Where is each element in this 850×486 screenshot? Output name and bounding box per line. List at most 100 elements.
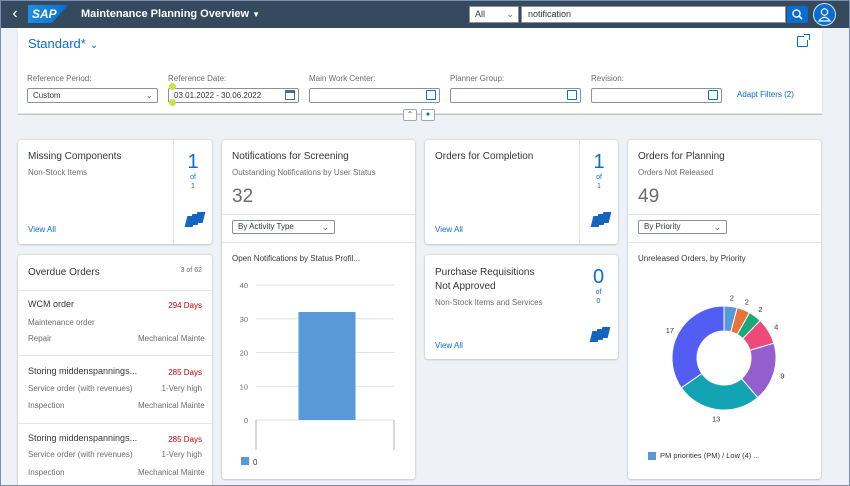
search-scope-value: All xyxy=(475,9,486,19)
bar xyxy=(298,312,356,420)
divider xyxy=(222,242,415,243)
counter-value: 1 xyxy=(187,151,199,173)
kpi-value: 49 xyxy=(638,186,660,207)
legend-label[interactable]: PM priorities (PM) / Low (4) xyxy=(660,451,752,460)
view-all-link[interactable]: View All xyxy=(28,225,56,234)
card-notifications-screening[interactable]: Notifications for Screening Outstanding … xyxy=(222,140,415,479)
search-input[interactable]: notification xyxy=(521,6,786,23)
value-help-icon[interactable] xyxy=(567,90,577,100)
chevron-down-icon: ⌄ xyxy=(145,90,153,100)
card-purchase-requisitions[interactable]: Purchase Requisitions Not Approved Non-S… xyxy=(425,255,618,359)
data-label: 2 xyxy=(745,297,749,306)
y-tick-label: 20 xyxy=(240,349,248,358)
legend-more[interactable]: ... xyxy=(753,451,760,460)
value-help-icon[interactable] xyxy=(426,90,436,100)
user-avatar[interactable] xyxy=(813,3,836,26)
card-subtitle: Orders Not Released xyxy=(638,168,714,177)
value-help-icon[interactable] xyxy=(708,90,718,100)
filter-label-reference-date: Reference Date: xyxy=(168,74,227,83)
divider xyxy=(18,423,212,424)
donut-slice xyxy=(671,305,725,389)
reference-date-field[interactable]: 03.01.2022 - 30.06.2022 xyxy=(168,88,299,103)
data-label: 4 xyxy=(774,322,778,331)
reference-period-select[interactable]: Custom ⌄ xyxy=(27,88,158,103)
data-label: 9 xyxy=(780,371,784,380)
filter-label-main-work-center: Main Work Center: xyxy=(309,74,376,83)
view-all-link[interactable]: View All xyxy=(435,341,463,350)
app-title-menu[interactable]: Maintenance Planning Overview ▼ xyxy=(81,8,260,20)
y-tick-label: 40 xyxy=(240,281,248,290)
card-orders-completion[interactable]: Orders for Completion View All 1 of 1 xyxy=(425,140,618,244)
counter-total: 0 xyxy=(596,298,601,305)
calendar-icon[interactable] xyxy=(285,90,295,100)
priority: 1-Very high xyxy=(161,450,202,459)
card-title: Overdue Orders xyxy=(28,267,100,278)
user-icon xyxy=(817,8,832,22)
variant-selector[interactable]: Standard* ⌄ xyxy=(28,36,98,51)
view-all-link[interactable]: View All xyxy=(435,225,463,234)
priority: 1-Very high xyxy=(161,384,202,393)
counter-of: of xyxy=(190,174,196,181)
legend-swatch xyxy=(648,452,656,460)
revision-input[interactable] xyxy=(591,88,722,103)
group-by-value: By Activity Type xyxy=(238,222,294,231)
card-title: Orders for Planning xyxy=(638,151,725,162)
adapt-filters-button[interactable]: Adapt Filters (2) xyxy=(737,90,794,99)
divider xyxy=(18,355,212,356)
counter-total: 1 xyxy=(191,183,195,190)
reference-period-value: Custom xyxy=(33,91,61,100)
group-by-select[interactable]: By Activity Type ⌄ xyxy=(232,220,335,234)
y-tick-label: 30 xyxy=(240,315,248,324)
search-scope-select[interactable]: All ⌄ xyxy=(469,6,519,23)
stack-icon xyxy=(590,212,612,228)
card-overdue-orders[interactable]: Overdue Orders 3 of 62 WCM order 294 Day… xyxy=(18,255,212,485)
app-title: Maintenance Planning Overview xyxy=(81,8,250,20)
collapse-header-button[interactable]: ⌃ xyxy=(403,109,417,121)
chart-title: Unreleased Orders, by Priority xyxy=(638,254,746,263)
chevron-down-icon: ⌄ xyxy=(89,40,99,51)
order-type: Service order (with revenues) xyxy=(28,450,133,459)
activity-type: Repair xyxy=(28,334,52,343)
activity-type: Inspection xyxy=(28,468,65,477)
chevron-down-icon: ⌄ xyxy=(321,222,329,232)
divider xyxy=(628,242,821,243)
card-missing-components[interactable]: Missing Components Non-Stock Items View … xyxy=(18,140,212,244)
card-orders-planning[interactable]: Orders for Planning Orders Not Released … xyxy=(628,140,821,479)
work-center: Mechanical Mainte xyxy=(138,334,205,343)
search-button[interactable] xyxy=(787,6,808,23)
chevron-up-icon: ⌃ xyxy=(406,110,414,119)
header-divider xyxy=(18,114,822,115)
stack-icon xyxy=(589,327,611,343)
order-type: Service order (with revenues) xyxy=(28,384,133,393)
planner-group-input[interactable] xyxy=(450,88,581,103)
sap-logo[interactable]: SAP xyxy=(28,5,68,23)
pin-icon: ✦ xyxy=(424,110,432,119)
counter-value: 0 xyxy=(592,266,605,288)
chevron-down-icon: ▼ xyxy=(252,10,261,19)
order-type: Maintenance order xyxy=(28,318,95,327)
overdue-days: 294 Days xyxy=(168,301,202,310)
divider xyxy=(628,214,821,215)
share-icon[interactable] xyxy=(797,34,810,47)
main-work-center-input[interactable] xyxy=(309,88,440,103)
overdue-days: 285 Days xyxy=(168,435,202,444)
card-counter: 1 of 1 xyxy=(173,140,212,244)
group-by-select[interactable]: By Priority ⌄ xyxy=(638,220,727,234)
legend-swatch xyxy=(241,457,249,465)
card-title: Missing Components xyxy=(28,151,122,162)
overdue-days: 285 Days xyxy=(168,368,202,377)
highlight-marker xyxy=(169,83,176,90)
filter-label-revision: Revision: xyxy=(591,74,624,83)
data-label: 13 xyxy=(712,414,720,423)
kpi-value: 32 xyxy=(232,186,254,207)
order-name: Storing middenspannings... xyxy=(28,433,138,443)
legend-label: 0 xyxy=(253,458,258,467)
divider xyxy=(18,290,212,291)
card-counter: 1 of 1 xyxy=(579,140,618,244)
counter-total: 1 xyxy=(597,183,601,190)
pin-header-button[interactable]: ✦ xyxy=(421,109,435,121)
back-icon[interactable]: ‹ xyxy=(12,5,18,22)
work-center: Mechanical Mainte xyxy=(138,401,205,410)
